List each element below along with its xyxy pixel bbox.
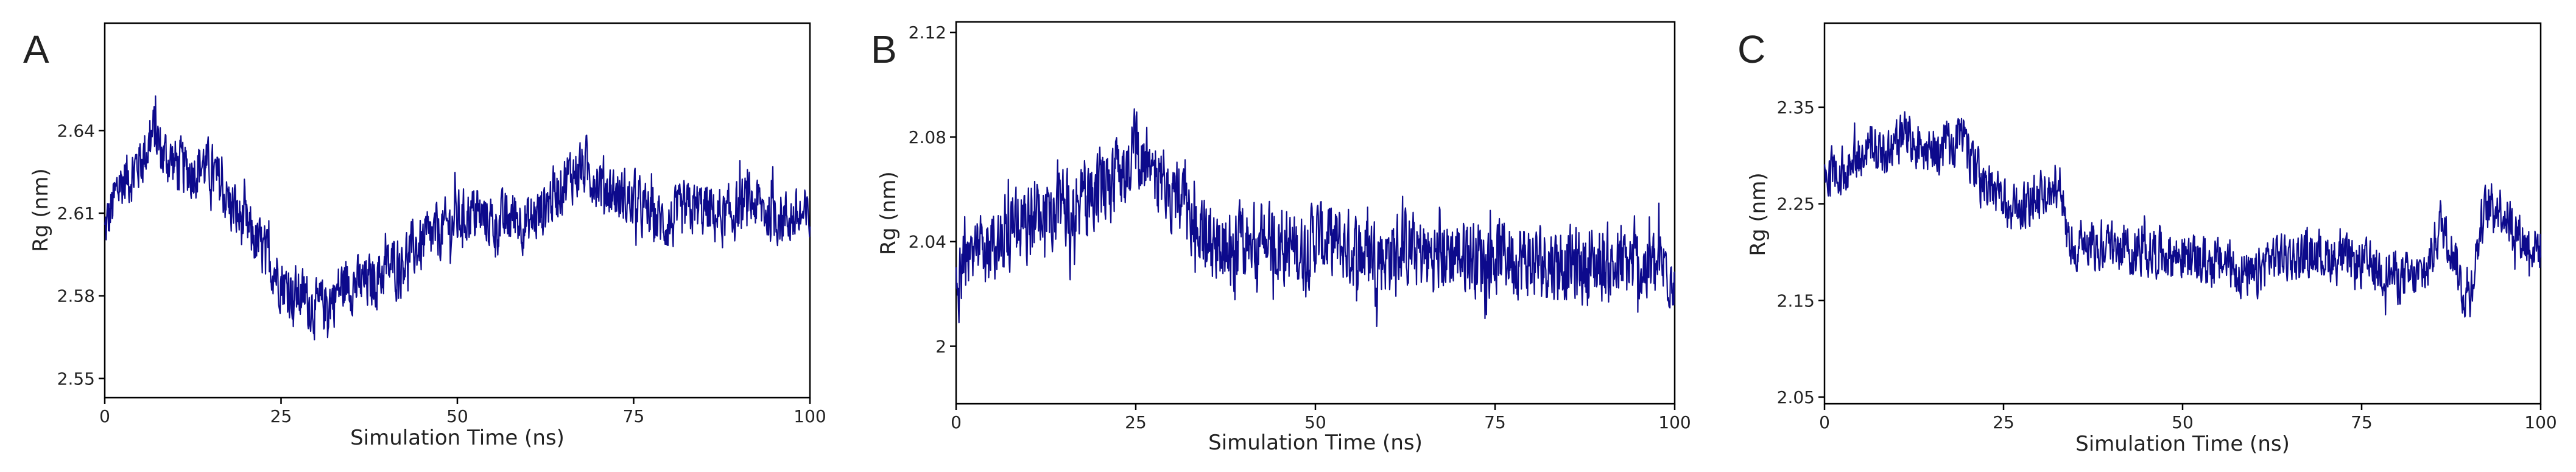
panel-b-x-tick-label: 0 bbox=[951, 412, 962, 432]
panel-c-x-axis-title: Simulation Time (ns) bbox=[2075, 432, 2290, 456]
panel-b-x-tick-label: 100 bbox=[1658, 412, 1691, 432]
panel-c-y-tick-label: 2.15 bbox=[1777, 291, 1815, 311]
panel-b-ticks: 0 25 50 75 100 2 2.04 2.08 2.12 bbox=[909, 23, 1691, 432]
panel-c-x-tick-label: 0 bbox=[1819, 412, 1830, 432]
panel-b-label: B bbox=[871, 27, 897, 71]
panel-b-rg-series-line bbox=[955, 108, 1675, 328]
panel-a-x-axis-title: Simulation Time (ns) bbox=[350, 426, 565, 450]
panel-a-y-tick-label: 2.55 bbox=[57, 368, 95, 389]
panel-a-x-tick-label: 0 bbox=[99, 406, 110, 426]
panel-a-label: A bbox=[23, 27, 49, 71]
panel-c-x-tick-label: 25 bbox=[1993, 412, 2015, 432]
panel-a-y-tick-label: 2.64 bbox=[57, 121, 95, 141]
panel-c-label: C bbox=[1737, 27, 1765, 71]
panel-a: A 0 25 50 75 100 2.55 2.58 2.61 2.64 Simulation … bbox=[23, 22, 826, 450]
panel-c-y-tick-label: 2.05 bbox=[1777, 387, 1815, 407]
panel-b-x-axis-title: Simulation Time (ns) bbox=[1208, 431, 1423, 455]
panel-c: C 0 25 50 75 100 2.05 2.15 2.25 2.35 Simulation … bbox=[1737, 22, 2557, 456]
panel-a-x-tick-label: 100 bbox=[794, 406, 826, 426]
panel-c-series bbox=[1823, 111, 2542, 318]
panel-a-x-tick-label: 75 bbox=[623, 406, 645, 426]
panel-b-x-tick-label: 25 bbox=[1125, 412, 1147, 432]
panel-a-y-tick-label: 2.61 bbox=[57, 203, 95, 224]
panel-a-ticks: 0 25 50 75 100 2.55 2.58 2.61 2.64 bbox=[57, 121, 826, 426]
panel-a-rg-series-line bbox=[104, 95, 811, 340]
panel-a-y-tick-label: 2.58 bbox=[57, 286, 95, 306]
panel-c-x-tick-label: 75 bbox=[2351, 412, 2373, 432]
panel-c-x-tick-label: 50 bbox=[2172, 412, 2194, 432]
panel-b: B 0 25 50 75 100 2 2.04 2.08 2.12 Simulation Tim… bbox=[871, 21, 1691, 455]
panel-a-series bbox=[104, 95, 811, 340]
panel-c-y-axis-title: Rg (nm) bbox=[1746, 172, 1770, 256]
panel-b-y-axis-title: Rg (nm) bbox=[876, 171, 901, 255]
panel-b-y-tick-label: 2.08 bbox=[909, 127, 946, 147]
panel-b-x-tick-label: 50 bbox=[1304, 412, 1326, 432]
panel-a-y-axis-title: Rg (nm) bbox=[29, 168, 53, 252]
panel-a-x-tick-label: 50 bbox=[446, 406, 468, 426]
panel-b-y-tick-label: 2 bbox=[935, 337, 946, 357]
panel-b-x-tick-label: 75 bbox=[1484, 412, 1506, 432]
panel-c-y-tick-label: 2.25 bbox=[1777, 194, 1815, 214]
panel-b-series bbox=[955, 108, 1675, 328]
panel-b-y-tick-label: 2.04 bbox=[909, 232, 946, 252]
panel-c-ticks: 0 25 50 75 100 2.05 2.15 2.25 2.35 bbox=[1777, 97, 2557, 432]
panel-b-y-tick-label: 2.12 bbox=[909, 23, 946, 43]
panel-c-rg-series-line bbox=[1823, 111, 2542, 318]
panel-a-x-tick-label: 25 bbox=[270, 406, 292, 426]
panel-c-x-tick-label: 100 bbox=[2524, 412, 2557, 432]
panel-c-y-tick-label: 2.35 bbox=[1777, 97, 1815, 118]
